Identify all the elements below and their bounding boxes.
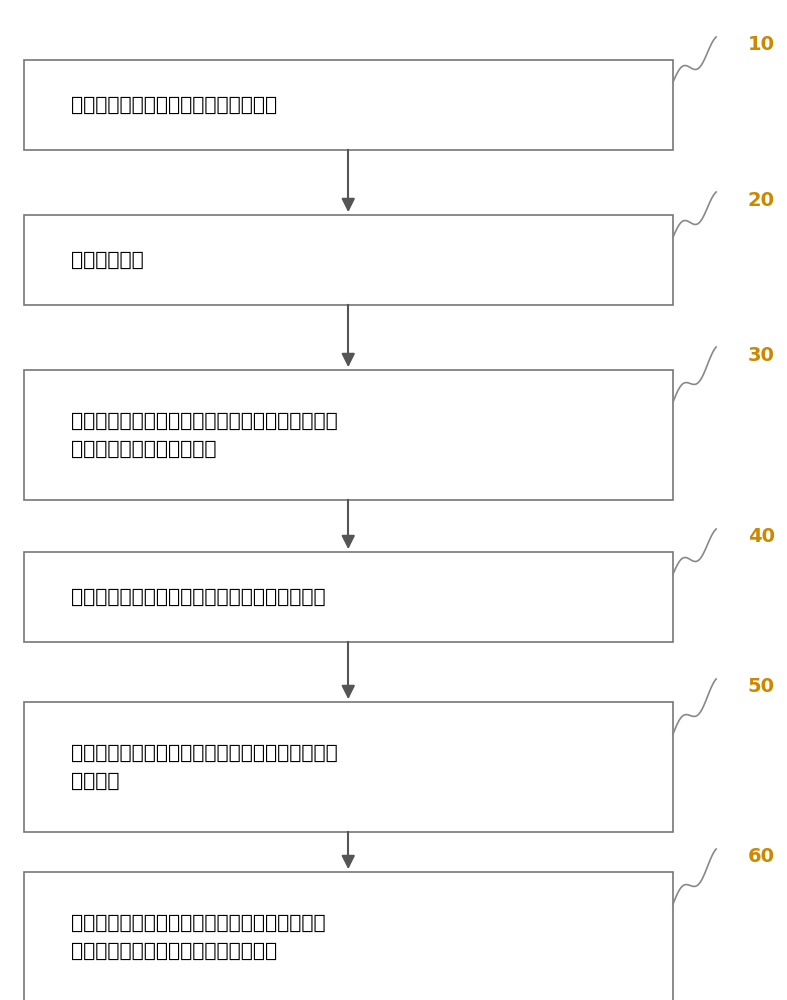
Text: 根据线条边缘像素分布曲线，确定第一边界区域: 根据线条边缘像素分布曲线，确定第一边界区域: [71, 587, 326, 606]
Text: 截取第一区域: 截取第一区域: [71, 250, 143, 269]
Text: 50: 50: [748, 678, 774, 696]
Text: 60: 60: [748, 847, 774, 866]
Text: 获得待测线条结构的扫描电子显微图像: 获得待测线条结构的扫描电子显微图像: [71, 96, 277, 114]
Bar: [24, 215, 673, 305]
Text: 20: 20: [748, 190, 774, 210]
Bar: [24, 60, 673, 150]
Bar: [24, 702, 673, 832]
Bar: [24, 872, 673, 1000]
Text: 30: 30: [748, 346, 774, 365]
Text: 对第一区域内的图像进行沿线条方向平均化处理，
获得线条边缘像素分布曲线: 对第一区域内的图像进行沿线条方向平均化处理， 获得线条边缘像素分布曲线: [71, 412, 338, 458]
Text: 对第一边界区域内的图像进行局域像素分析，获得
边界分布: 对第一边界区域内的图像进行局域像素分析，获得 边界分布: [71, 744, 338, 790]
Bar: [24, 370, 673, 500]
Text: 根据边界分布，计算待测线条的宽度和粗糙度，
提取待测线条的宽度数值和粗糙度数值: 根据边界分布，计算待测线条的宽度和粗糙度， 提取待测线条的宽度数值和粗糙度数值: [71, 914, 326, 960]
Bar: [24, 552, 673, 642]
Text: 10: 10: [748, 35, 774, 54]
Text: 40: 40: [748, 528, 774, 546]
